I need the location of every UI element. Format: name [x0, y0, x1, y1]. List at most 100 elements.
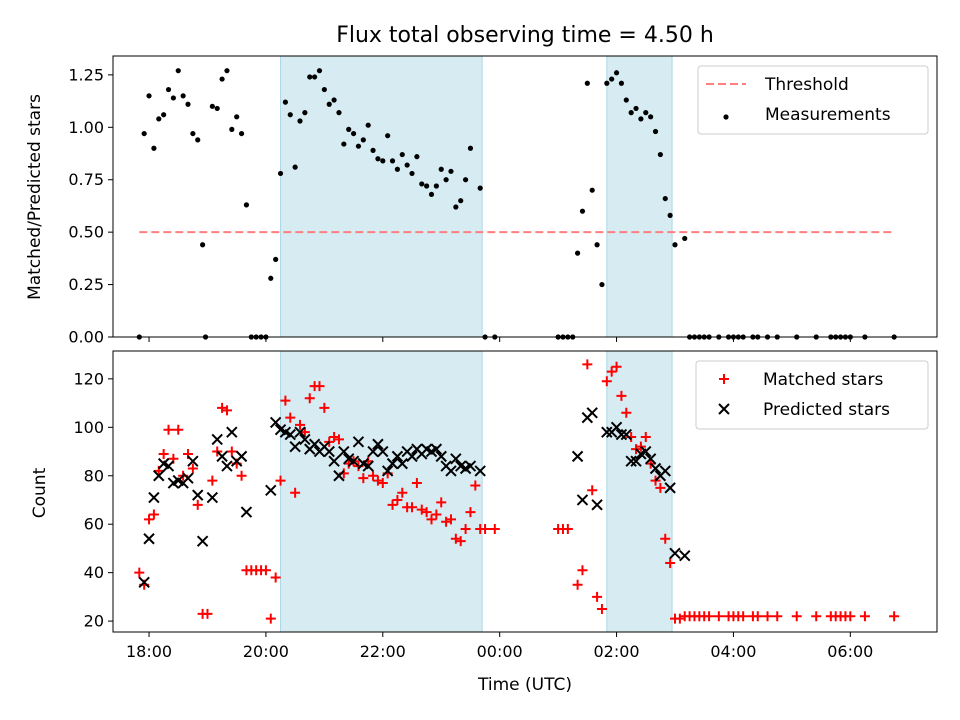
- predicted-star-point: [620, 428, 633, 441]
- measurement-point: [360, 137, 366, 143]
- predicted-star-point: [571, 450, 584, 463]
- predicted-star-point: [187, 455, 199, 467]
- matched-star-point: [192, 499, 203, 510]
- measurement-point: [156, 116, 162, 122]
- predicted-star-point: [221, 460, 233, 472]
- axes-frame: [112, 55, 938, 338]
- predicted-star-point: [381, 465, 394, 477]
- measurement-point: [365, 122, 371, 128]
- measurement-point: [214, 105, 220, 112]
- matched-star-point: [660, 533, 671, 544]
- predicted-star-point: [679, 549, 691, 562]
- y-tick-label: 0.00: [68, 328, 104, 347]
- predicted-star-point: [138, 576, 150, 589]
- predicted-star-point: [644, 453, 657, 465]
- predicted-star-point: [450, 453, 462, 465]
- matched-star-point: [397, 487, 408, 498]
- matched-star-point: [275, 475, 286, 486]
- measurement-point: [190, 130, 196, 137]
- measurement-point: [428, 191, 435, 198]
- matched-star-point: [577, 565, 588, 576]
- predicted-star-point: [338, 445, 350, 458]
- observing-window: [606, 55, 673, 338]
- matched-star-point: [572, 579, 583, 590]
- predicted-star-point: [162, 460, 175, 472]
- measurement-point: [424, 183, 430, 189]
- measurement-point: [350, 130, 357, 137]
- matched-star-point: [592, 591, 603, 602]
- measurement-point: [165, 86, 172, 93]
- measurement-point: [331, 97, 337, 103]
- predicted-star-point: [445, 465, 457, 477]
- matched-star-point: [421, 507, 432, 518]
- measurement-point: [643, 110, 649, 116]
- predicted-star-point: [182, 472, 194, 484]
- matched-star-point: [704, 611, 715, 622]
- measurement-point: [672, 242, 678, 248]
- measurement-point: [618, 80, 625, 86]
- predicted-star-point: [664, 482, 676, 494]
- measurement-point: [224, 68, 230, 74]
- matched-star-point: [752, 611, 763, 622]
- measurement-point: [648, 114, 654, 120]
- measurement-point: [579, 208, 586, 214]
- matched-star-point: [470, 480, 481, 491]
- matched-star-point: [460, 524, 471, 535]
- y-tick-label: 1.00: [68, 118, 104, 137]
- measurement-point: [404, 162, 410, 168]
- predicted-star-point: [269, 416, 282, 429]
- predicted-star-point: [352, 436, 365, 448]
- predicted-star-point: [386, 457, 399, 470]
- measurement-point: [375, 156, 381, 162]
- matched-star-point: [640, 431, 651, 442]
- matched-star-point: [489, 524, 500, 535]
- matched-star-point: [358, 473, 369, 484]
- matched-star-point: [606, 366, 617, 377]
- matched-star-point: [285, 412, 296, 423]
- predicted-star-point: [323, 445, 335, 458]
- predicted-star-point: [294, 426, 306, 438]
- predicted-star-point: [289, 440, 301, 453]
- matched-star-point: [226, 446, 237, 457]
- legend-matched-swatch: [719, 374, 729, 384]
- matched-star-point: [411, 478, 422, 489]
- measurement-point: [170, 95, 176, 101]
- x-tick-label: 02:00: [594, 642, 640, 661]
- predicted-star-point: [347, 455, 360, 467]
- predicted-star-point: [396, 457, 408, 470]
- predicted-star-point: [226, 426, 238, 438]
- matched-star-point: [387, 499, 398, 510]
- measurement-point: [161, 112, 167, 118]
- measurement-point: [682, 235, 688, 242]
- predicted-star-point: [640, 445, 652, 458]
- y-tick-label: 0.75: [68, 170, 104, 189]
- measurement-point: [589, 187, 595, 193]
- matched-star-point: [616, 390, 627, 401]
- measurement-point: [282, 99, 288, 105]
- y-tick-label: 80: [84, 466, 104, 485]
- measurement-point: [151, 145, 157, 151]
- measurement-point: [599, 281, 605, 288]
- top-axes: 0.00 0.25 0.50 0.75 1.00 1.25 Threshold Measure…: [68, 55, 938, 347]
- y-tick-label: 60: [84, 515, 104, 534]
- matched-star-point: [762, 611, 773, 622]
- predicted-star-point: [211, 433, 223, 446]
- matched-star-point: [314, 381, 325, 392]
- measurement-point: [462, 177, 469, 183]
- measurement-point: [321, 86, 327, 93]
- predicted-star-point: [265, 484, 277, 496]
- predicted-star-point: [362, 460, 374, 472]
- measurement-point: [273, 256, 279, 263]
- matched-star-point: [436, 497, 447, 508]
- y-tick-label: 0.50: [68, 223, 104, 242]
- matched-star-point: [299, 427, 310, 438]
- matched-star-point: [445, 514, 456, 525]
- matched-star-point: [587, 485, 598, 496]
- top-y-axis-label: Matched/Predicted stars: [25, 94, 45, 300]
- matched-star-point: [407, 502, 418, 513]
- matched-star-point: [674, 613, 685, 624]
- predicted-star-point: [206, 491, 219, 504]
- x-tick-label: 20:00: [243, 642, 289, 661]
- measurement-point: [628, 110, 634, 116]
